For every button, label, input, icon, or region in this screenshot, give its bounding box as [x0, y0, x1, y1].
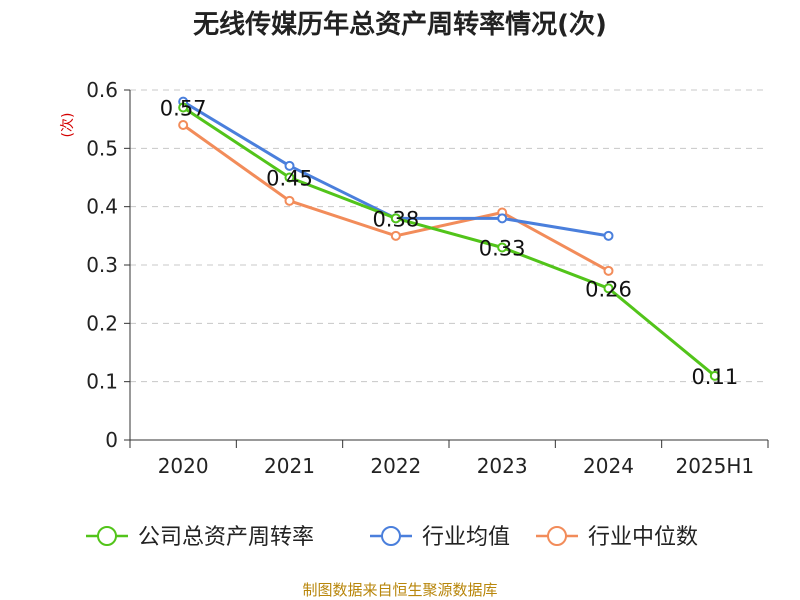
legend: 公司总资产周转率 行业均值 行业中位数 [86, 525, 698, 550]
y-tick-label: 0.4 [86, 195, 118, 219]
data-label: 0.26 [585, 277, 632, 301]
legend-label: 行业中位数 [588, 525, 698, 550]
data-point [178, 102, 189, 113]
data-point [603, 230, 614, 241]
data-label: 0.11 [691, 365, 738, 389]
x-tick-label: 2022 [370, 454, 421, 478]
data-point [497, 242, 508, 253]
x-tick-label: 2020 [158, 454, 209, 478]
data-label: 0.45 [266, 167, 313, 191]
series-layer [178, 96, 720, 381]
data-labels: 0.57 0.45 0.38 0.33 0.26 0.11 [160, 97, 738, 389]
source-note: 制图数据来自恒生聚源数据库 [302, 581, 497, 599]
y-tick-label: 0.3 [86, 253, 118, 277]
series-line-2 [182, 123, 610, 273]
data-point [390, 230, 401, 241]
data-point [284, 160, 295, 171]
data-label: 0.33 [479, 237, 526, 261]
data-point [178, 120, 189, 130]
y-tick-label: 0 [105, 428, 118, 452]
legend-label: 公司总资产周转率 [138, 525, 314, 550]
data-point [284, 172, 295, 183]
legend-item-2[interactable]: 行业中位数 [536, 525, 698, 550]
legend-marker [381, 526, 401, 546]
data-point [709, 370, 720, 381]
axes: 0 0.1 0.2 0.3 0.4 0.5 0.6 2020 2021 2022 2023 2024 2… [86, 78, 769, 478]
y-tick-label: 0.1 [86, 370, 118, 394]
series-line-0 [182, 106, 716, 377]
legend-marker [97, 526, 117, 546]
x-tick-label: 2025H1 [675, 454, 754, 478]
data-label: 0.38 [372, 207, 419, 231]
x-tick-label: 2021 [264, 454, 315, 478]
legend-label: 行业均值 [422, 525, 510, 550]
data-point [390, 213, 401, 224]
y-tick-label: 0.6 [86, 78, 118, 102]
y-tick-label: 0.2 [86, 311, 118, 335]
y-axis-label: (次) [60, 113, 76, 138]
legend-item-1[interactable]: 行业均值 [370, 525, 510, 550]
grid [130, 89, 768, 383]
y-tick-label: 0.5 [86, 136, 118, 160]
legend-marker [547, 526, 567, 546]
data-point [497, 213, 508, 224]
data-point [603, 265, 614, 276]
legend-item-0[interactable]: 公司总资产周转率 [86, 525, 314, 550]
data-label: 0.57 [160, 97, 207, 121]
x-tick-label: 2023 [477, 454, 528, 478]
data-point [603, 283, 614, 294]
data-point [284, 195, 295, 206]
x-tick-label: 2024 [583, 454, 634, 478]
chart-title: 无线传媒历年总资产周转率情况(次) [193, 9, 607, 40]
